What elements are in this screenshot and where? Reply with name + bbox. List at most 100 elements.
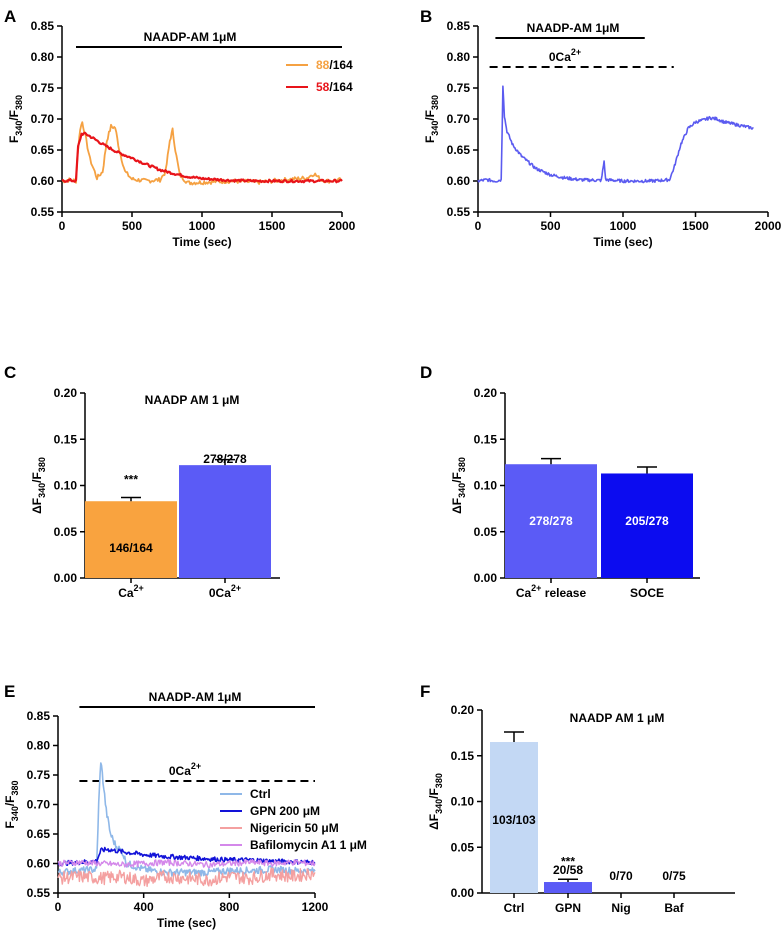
annotation-label-A: NAADP-AM 1μM xyxy=(144,30,237,44)
y-tick-label-B: 0.75 xyxy=(447,81,471,95)
bar-count-label-C: 278/278 xyxy=(203,452,247,466)
x-tick-label-B: 1000 xyxy=(610,219,637,233)
x-tick-label-A: 0 xyxy=(59,219,66,233)
legend-label-E: GPN 200 μM xyxy=(250,804,320,818)
series-line-B-1 xyxy=(477,85,754,184)
bar-D-1 xyxy=(505,464,597,578)
y-tick-label-D: 0.00 xyxy=(474,571,498,585)
y-tick-label-A: 0.55 xyxy=(31,205,55,219)
y-tick-label-C: 0.05 xyxy=(54,525,78,539)
bar-count-label-D: 205/278 xyxy=(625,514,669,528)
y-tick-label-E: 0.85 xyxy=(27,709,51,723)
y-tick-label-E: 0.55 xyxy=(27,886,51,900)
y-tick-label-B: 0.65 xyxy=(447,143,471,157)
series-line-E-3 xyxy=(57,867,316,887)
y-tick-label-A: 0.65 xyxy=(31,143,55,157)
bar-count-label-F: 20/58 xyxy=(553,863,583,877)
legend-label-A: 88/164 xyxy=(316,58,353,72)
x-tick-label-E: 400 xyxy=(134,900,154,914)
legend-label-E: Ctrl xyxy=(250,787,271,801)
y-tick-label-E: 0.65 xyxy=(27,827,51,841)
y-tick-label-A: 0.60 xyxy=(31,174,55,188)
bar-C-2 xyxy=(179,465,271,578)
y-axis-label-D: ΔF340/F380 xyxy=(450,457,467,514)
bar-count-label-F: 0/70 xyxy=(609,869,633,883)
bar-F-1 xyxy=(490,742,538,893)
significance-marker-C: *** xyxy=(124,473,138,487)
panel-letter-d: D xyxy=(420,363,432,382)
x-tick-label-B: 0 xyxy=(475,219,482,233)
x-tick-label-A: 1000 xyxy=(189,219,216,233)
y-tick-label-E: 0.75 xyxy=(27,768,51,782)
x-tick-label-F: Ctrl xyxy=(504,901,525,915)
x-tick-label-B: 2000 xyxy=(755,219,782,233)
x-tick-label-D: Ca2+ release xyxy=(516,583,587,600)
y-tick-label-F: 0.15 xyxy=(451,749,475,763)
y-tick-label-E: 0.60 xyxy=(27,857,51,871)
x-axis-label-B: Time (sec) xyxy=(593,235,652,249)
y-tick-label-C: 0.10 xyxy=(54,479,78,493)
legend-label-A: 58/164 xyxy=(316,80,353,94)
y-tick-label-F: 0.05 xyxy=(451,840,475,854)
x-tick-label-A: 1500 xyxy=(259,219,286,233)
y-axis-label-C: ΔF340/F380 xyxy=(30,457,47,514)
panel-letter-e: E xyxy=(4,682,15,701)
chart-title-C: NAADP AM 1 μM xyxy=(145,393,240,407)
y-axis-label-E: F340/F380 xyxy=(3,780,20,828)
panel-letter-a: A xyxy=(4,7,16,26)
bar-count-label-D: 278/278 xyxy=(529,514,573,528)
chart-title-F: NAADP AM 1 μM xyxy=(570,711,665,725)
y-axis-label-B: F340/F380 xyxy=(423,95,440,143)
annotation-label-B: 0Ca2+ xyxy=(549,47,581,64)
series-line-E-4 xyxy=(57,858,316,869)
y-tick-label-B: 0.85 xyxy=(447,19,471,33)
y-tick-label-F: 0.10 xyxy=(451,795,475,809)
y-tick-label-D: 0.10 xyxy=(474,479,498,493)
y-tick-label-F: 0.00 xyxy=(451,886,475,900)
y-tick-label-D: 0.05 xyxy=(474,525,498,539)
y-axis-label-F: ΔF340/F380 xyxy=(427,773,444,830)
y-tick-label-E: 0.70 xyxy=(27,798,51,812)
x-tick-label-D: SOCE xyxy=(630,586,664,600)
x-tick-label-E: 0 xyxy=(55,900,62,914)
legend-label-E: Nigericin 50 μM xyxy=(250,821,339,835)
x-tick-label-C: 0Ca2+ xyxy=(209,583,241,600)
y-tick-label-B: 0.60 xyxy=(447,174,471,188)
y-axis-label-A: F340/F380 xyxy=(7,95,24,143)
bar-C-1 xyxy=(85,501,177,578)
annotation-label-B: NAADP-AM 1μM xyxy=(527,21,620,35)
x-tick-label-B: 1500 xyxy=(682,219,709,233)
x-tick-label-B: 500 xyxy=(540,219,560,233)
x-tick-label-F: Nig xyxy=(611,901,630,915)
x-tick-label-F: Baf xyxy=(664,901,684,915)
significance-marker-F: *** xyxy=(561,854,575,868)
y-tick-label-A: 0.70 xyxy=(31,112,55,126)
series-line-A-1 xyxy=(61,121,343,186)
bar-count-label-F: 0/75 xyxy=(662,869,686,883)
annotation-label-E: NAADP-AM 1μM xyxy=(149,690,242,704)
y-tick-label-D: 0.15 xyxy=(474,432,498,446)
y-tick-label-A: 0.80 xyxy=(31,50,55,64)
x-axis-label-E: Time (sec) xyxy=(157,916,216,930)
panel-letter-c: C xyxy=(4,363,16,382)
panel-letter-f: F xyxy=(420,682,430,701)
y-tick-label-B: 0.70 xyxy=(447,112,471,126)
bar-F-2 xyxy=(544,882,592,893)
y-tick-label-A: 0.75 xyxy=(31,81,55,95)
series-line-E-2 xyxy=(57,846,316,867)
x-tick-label-A: 2000 xyxy=(329,219,356,233)
y-tick-label-B: 0.80 xyxy=(447,50,471,64)
bar-count-label-C: 146/164 xyxy=(109,541,153,555)
y-tick-label-C: 0.20 xyxy=(54,386,78,400)
annotation-label-E: 0Ca2+ xyxy=(169,761,201,778)
x-tick-label-C: Ca2+ xyxy=(118,583,144,600)
y-tick-label-C: 0.00 xyxy=(54,571,78,585)
x-tick-label-E: 1200 xyxy=(302,900,329,914)
y-tick-label-F: 0.20 xyxy=(451,703,475,717)
y-tick-label-B: 0.55 xyxy=(447,205,471,219)
x-tick-label-A: 500 xyxy=(122,219,142,233)
x-axis-label-A: Time (sec) xyxy=(172,235,231,249)
panel-letter-b: B xyxy=(420,7,432,26)
x-tick-label-F: GPN xyxy=(555,901,581,915)
